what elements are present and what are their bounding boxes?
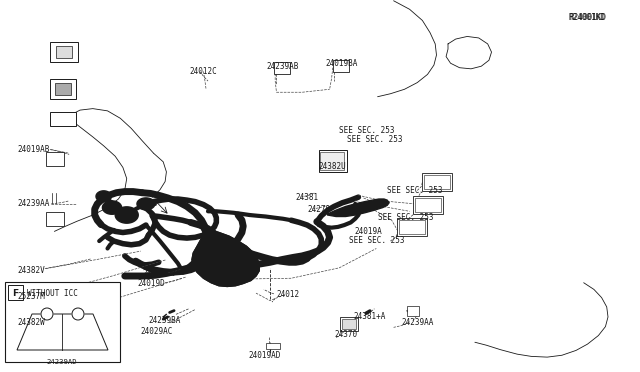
Bar (413, 196, 443, 214)
Text: 24239AA: 24239AA (18, 199, 51, 208)
Text: 24019BA: 24019BA (325, 60, 358, 68)
Text: 24012C: 24012C (189, 67, 217, 76)
Text: SEE SEC. 253: SEE SEC. 253 (347, 135, 403, 144)
Bar (50, 42, 78, 62)
Bar (397, 218, 427, 236)
Bar (399, 220, 425, 234)
Bar (424, 175, 451, 189)
Bar (319, 150, 347, 172)
Text: 24382V: 24382V (18, 266, 45, 275)
Polygon shape (328, 199, 389, 217)
Text: 24080+A: 24080+A (142, 269, 175, 278)
Text: 24382W: 24382W (18, 318, 45, 327)
Text: SEE SEC. 253: SEE SEC. 253 (349, 236, 404, 245)
Text: 24239AD: 24239AD (47, 359, 77, 365)
Bar (342, 318, 356, 328)
Bar (46, 212, 64, 226)
Circle shape (41, 308, 53, 320)
Bar (55, 83, 71, 95)
Bar (46, 152, 64, 166)
Polygon shape (96, 191, 111, 202)
Bar (407, 306, 419, 316)
Bar (320, 152, 344, 170)
Text: 24381: 24381 (296, 193, 319, 202)
Text: SEE SEC. 253: SEE SEC. 253 (339, 126, 395, 135)
Bar (50, 79, 76, 99)
Bar (333, 60, 349, 72)
Polygon shape (17, 314, 108, 350)
Bar (422, 173, 452, 191)
Bar (274, 62, 290, 74)
Bar (266, 343, 280, 349)
Bar (5, 282, 120, 362)
Polygon shape (137, 198, 155, 210)
Circle shape (72, 308, 84, 320)
Bar (56, 46, 72, 58)
Polygon shape (192, 229, 259, 286)
Text: F: F (12, 289, 18, 298)
Text: WITHOUT ICC: WITHOUT ICC (27, 289, 78, 298)
Text: 24381+A: 24381+A (353, 312, 386, 321)
Text: 24270: 24270 (307, 205, 330, 214)
Bar (340, 317, 358, 331)
Text: 24019D: 24019D (137, 279, 164, 288)
Text: 24019A: 24019A (355, 227, 382, 236)
Text: 24019AB: 24019AB (18, 145, 51, 154)
Text: 24019AD: 24019AD (248, 351, 281, 360)
Text: 24370: 24370 (334, 330, 357, 339)
Text: SEE SEC. 253: SEE SEC. 253 (387, 186, 442, 195)
Text: 24239AA: 24239AA (402, 318, 435, 327)
Text: R24001KD: R24001KD (568, 13, 605, 22)
Text: 24012: 24012 (276, 290, 300, 299)
Polygon shape (115, 207, 138, 223)
Text: 24239BA: 24239BA (148, 316, 181, 325)
Text: 24382U: 24382U (319, 162, 346, 171)
Polygon shape (102, 201, 122, 214)
Bar (415, 198, 441, 212)
Text: R24001KD: R24001KD (570, 13, 607, 22)
Bar (8, 285, 23, 300)
Text: 24029AC: 24029AC (141, 327, 173, 336)
Text: SEE SEC. 253: SEE SEC. 253 (378, 214, 433, 222)
Text: 25237M: 25237M (18, 292, 45, 301)
Bar (50, 112, 76, 126)
Text: 24239AB: 24239AB (266, 62, 299, 71)
